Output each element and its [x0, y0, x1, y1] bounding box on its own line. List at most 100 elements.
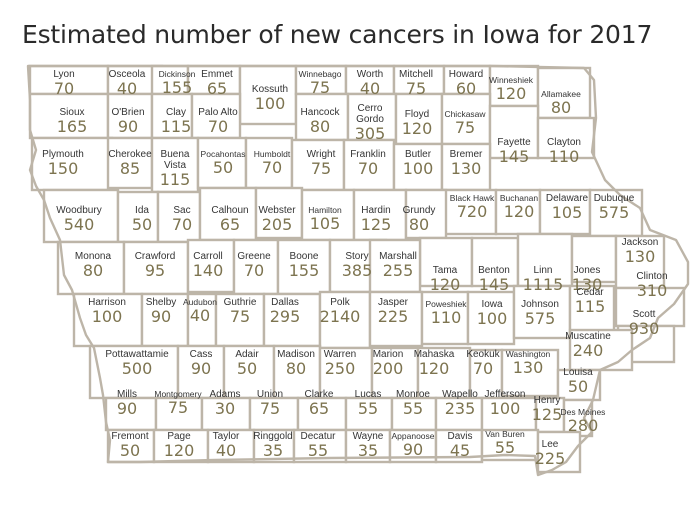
county-name: Mitchell [399, 69, 433, 80]
county-value: 150 [47, 159, 79, 178]
county-value: 130 [450, 159, 482, 178]
county-name: Bremer [449, 149, 483, 160]
county-mills: Mills 90 [87, 390, 167, 417]
county-name: Black Hawk [449, 193, 495, 203]
county-name: Clayton [547, 137, 581, 148]
county-boone: Boone 155 [264, 252, 344, 279]
county-value: 295 [269, 307, 301, 326]
county-greene: Greene 70 [214, 252, 294, 279]
county-value: 65 [206, 79, 228, 98]
county-value: 240 [572, 341, 604, 360]
county-shelby: Shelby 90 [121, 298, 201, 325]
county-name: Crawford [134, 251, 176, 262]
county-value: 90 [116, 399, 138, 418]
county-mahaska: Mahaska 120 [394, 350, 474, 377]
county-scott: Scott 930 [604, 310, 684, 337]
county-name: Butler [404, 149, 432, 160]
county-name: Union [256, 389, 284, 400]
county-name: Lucas [354, 389, 382, 400]
county-mitchell: Mitchell 75 [376, 70, 456, 97]
county-name: Monona [74, 251, 112, 262]
county-name: Monroe [396, 389, 430, 400]
county-shape-wright [290, 138, 346, 192]
county-taylor: Taylor 40 [186, 432, 266, 459]
county-value: 70 [472, 359, 494, 378]
county-ida: Ida 50 [102, 206, 182, 233]
county-shape-harrison [72, 292, 144, 348]
county-shape-winneshiek [488, 64, 540, 108]
county-audubon: Audubon 40 [160, 298, 240, 324]
county-shape-greene [232, 238, 280, 296]
county-value: 35 [357, 441, 379, 460]
county-grundy: Grundy 80 [379, 206, 459, 233]
county-name: Wapello [442, 389, 478, 400]
county-washington: Washington 130 [488, 350, 568, 376]
county-value: 250 [324, 359, 356, 378]
county-name: Cass [189, 349, 213, 360]
county-name: Dubuque [593, 193, 635, 204]
county-name: Washington [505, 349, 551, 359]
county-name: Pottawattamie [105, 349, 169, 360]
county-name: Osceola [108, 69, 146, 80]
county-monroe: Monroe 55 [373, 390, 453, 417]
county-value: 100 [254, 94, 286, 113]
county-name: Adams [209, 389, 241, 400]
county-value: 70 [53, 79, 75, 98]
county-name: Fayette [497, 137, 531, 148]
county-value: 95 [144, 261, 166, 280]
county-name: Calhoun [211, 205, 249, 216]
county-value: 55 [402, 399, 424, 418]
county-shape-carroll [186, 238, 236, 294]
county-value: 120 [163, 441, 195, 460]
county-value: 720 [456, 201, 488, 221]
county-hardin: Hardin 125 [336, 206, 416, 233]
county-name: Franklin [350, 149, 386, 160]
county-value: 65 [219, 215, 241, 234]
county-name: Dickinson [158, 69, 196, 79]
county-name: Wayne [352, 431, 384, 442]
county-value: 90 [117, 117, 139, 136]
county-linn: Linn 1115 [503, 266, 583, 293]
county-value: 65 [308, 399, 330, 418]
county-value: 930 [628, 319, 660, 338]
county-value: 90 [190, 359, 212, 378]
county-name: Audubon [182, 297, 218, 307]
county-name: Palo Alto [198, 107, 238, 118]
county-name: Cedar [576, 287, 604, 298]
county-name: Montgomery [154, 389, 202, 399]
county-franklin: Franklin 70 [328, 150, 408, 177]
county-chickasaw: Chickasaw 75 [425, 110, 505, 136]
county-name: Ringgold [253, 431, 293, 442]
county-value: 110 [430, 307, 462, 327]
county-name: Hancock [300, 107, 340, 118]
county-shape-guthrie [214, 292, 266, 348]
county-name: Sac [173, 205, 191, 216]
county-benton: Benton 145 [454, 266, 534, 293]
county-montgomery: Montgomery 75 [138, 390, 218, 416]
county-muscatine: Muscatine 240 [548, 332, 628, 359]
county-dallas: Dallas 295 [245, 298, 325, 325]
county-value: 105 [551, 203, 583, 222]
county-name: Jasper [377, 297, 408, 308]
county-cass: Cass 90 [161, 350, 241, 377]
county-tama: Tama 120 [405, 266, 485, 293]
county-value: 80 [309, 117, 331, 136]
county-name: Keokuk [466, 349, 500, 360]
county-value: 30 [214, 399, 236, 418]
county-value: 75 [405, 79, 427, 98]
county-value: 280 [567, 415, 599, 435]
county-sac: Sac 70 [142, 206, 222, 233]
county-value: 115 [159, 170, 191, 189]
county-name: Jefferson [484, 389, 526, 400]
county-shape-adams [200, 396, 252, 432]
county-value: 120 [401, 119, 433, 138]
county-name: Humboldt [253, 149, 291, 159]
county-fremont: Fremont 50 [90, 432, 170, 459]
county-value: 80 [82, 261, 104, 280]
county-value: 40 [359, 79, 381, 98]
county-shape-cedar [568, 284, 616, 334]
county-emmet: Emmet 65 [177, 70, 257, 97]
county-value: 500 [121, 359, 153, 378]
county-marion: Marion 200 [348, 350, 428, 377]
county-name: Hardin [361, 205, 391, 216]
